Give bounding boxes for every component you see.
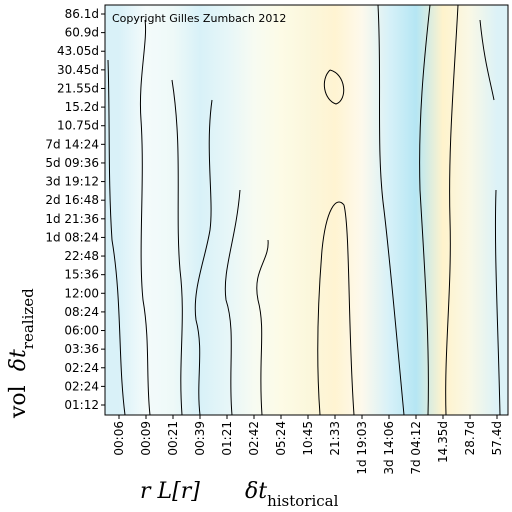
y-tick-label: 06:00 xyxy=(64,324,99,338)
plot-frame xyxy=(104,4,509,416)
x-tick-label: 3d 14:06 xyxy=(382,421,396,475)
y-tick-label: 2d 16:48 xyxy=(45,193,99,207)
y-tick-label: 15.2d xyxy=(65,100,99,114)
y-tick-label: 15:36 xyxy=(64,268,99,282)
y-tick-label: 7d 14:24 xyxy=(45,137,99,151)
x-tick-label: 02:42 xyxy=(247,421,261,456)
y-tick-label: 21.55d xyxy=(57,81,99,95)
x-tick-label: 00:09 xyxy=(139,421,153,456)
x-tick-label: 01:21 xyxy=(220,421,234,456)
x-tick-label: 28.7d xyxy=(463,421,477,455)
x-axis-label: r L[r] xyxy=(140,479,200,504)
x-tick-label: 14.35d xyxy=(436,421,450,463)
x-tick-label: 57.4d xyxy=(490,421,504,455)
y-tick-label: 1d 08:24 xyxy=(45,230,99,244)
y-axis-label: vol δtrealized xyxy=(6,288,37,419)
y-tick-label: 30.45d xyxy=(57,63,99,77)
x-tick-label: 7d 04:12 xyxy=(409,421,423,475)
y-tick-label: 08:24 xyxy=(64,305,99,319)
y-tick-label: 43.05d xyxy=(57,44,99,58)
y-tick-label: 03:36 xyxy=(64,342,99,356)
x-tick-label: 05:24 xyxy=(274,421,288,456)
y-tick-label: 10.75d xyxy=(57,119,99,133)
y-label-sub: realized xyxy=(19,288,37,349)
y-tick-label: 5d 09:36 xyxy=(45,156,99,170)
x-tick-label: 00:06 xyxy=(112,421,126,456)
x-tick-label: 00:21 xyxy=(166,421,180,456)
heatmap xyxy=(105,5,508,415)
y-tick-label: 01:12 xyxy=(64,398,99,412)
y-tick-label: 1d 21:36 xyxy=(45,212,99,226)
x-label-symbol: δt xyxy=(245,479,267,504)
contours xyxy=(107,4,501,416)
y-tick-label: 02:24 xyxy=(64,379,99,393)
y-tick-label: 22:48 xyxy=(64,249,99,263)
y-tick-label: 3d 19:12 xyxy=(45,175,99,189)
x-label-sub: historical xyxy=(267,492,339,510)
y-label-symbol: δt xyxy=(6,349,31,371)
copyright: Copyright Gilles Zumbach 2012 xyxy=(112,12,286,25)
y-tick-label: 86.1d xyxy=(65,7,99,21)
x-tick-label: 10:45 xyxy=(301,421,315,456)
y-tick-label: 12:00 xyxy=(64,286,99,300)
y-label: vol xyxy=(6,385,31,419)
x-label-symbol-group: δthistorical xyxy=(245,479,339,510)
y-tick-label: 02:24 xyxy=(64,361,99,375)
x-tick-label: 21:33 xyxy=(328,421,342,456)
x-tick-label: 00:39 xyxy=(193,421,207,456)
x-tick-label: 1d 19:03 xyxy=(355,421,369,475)
y-tick-label: 60.9d xyxy=(65,26,99,40)
